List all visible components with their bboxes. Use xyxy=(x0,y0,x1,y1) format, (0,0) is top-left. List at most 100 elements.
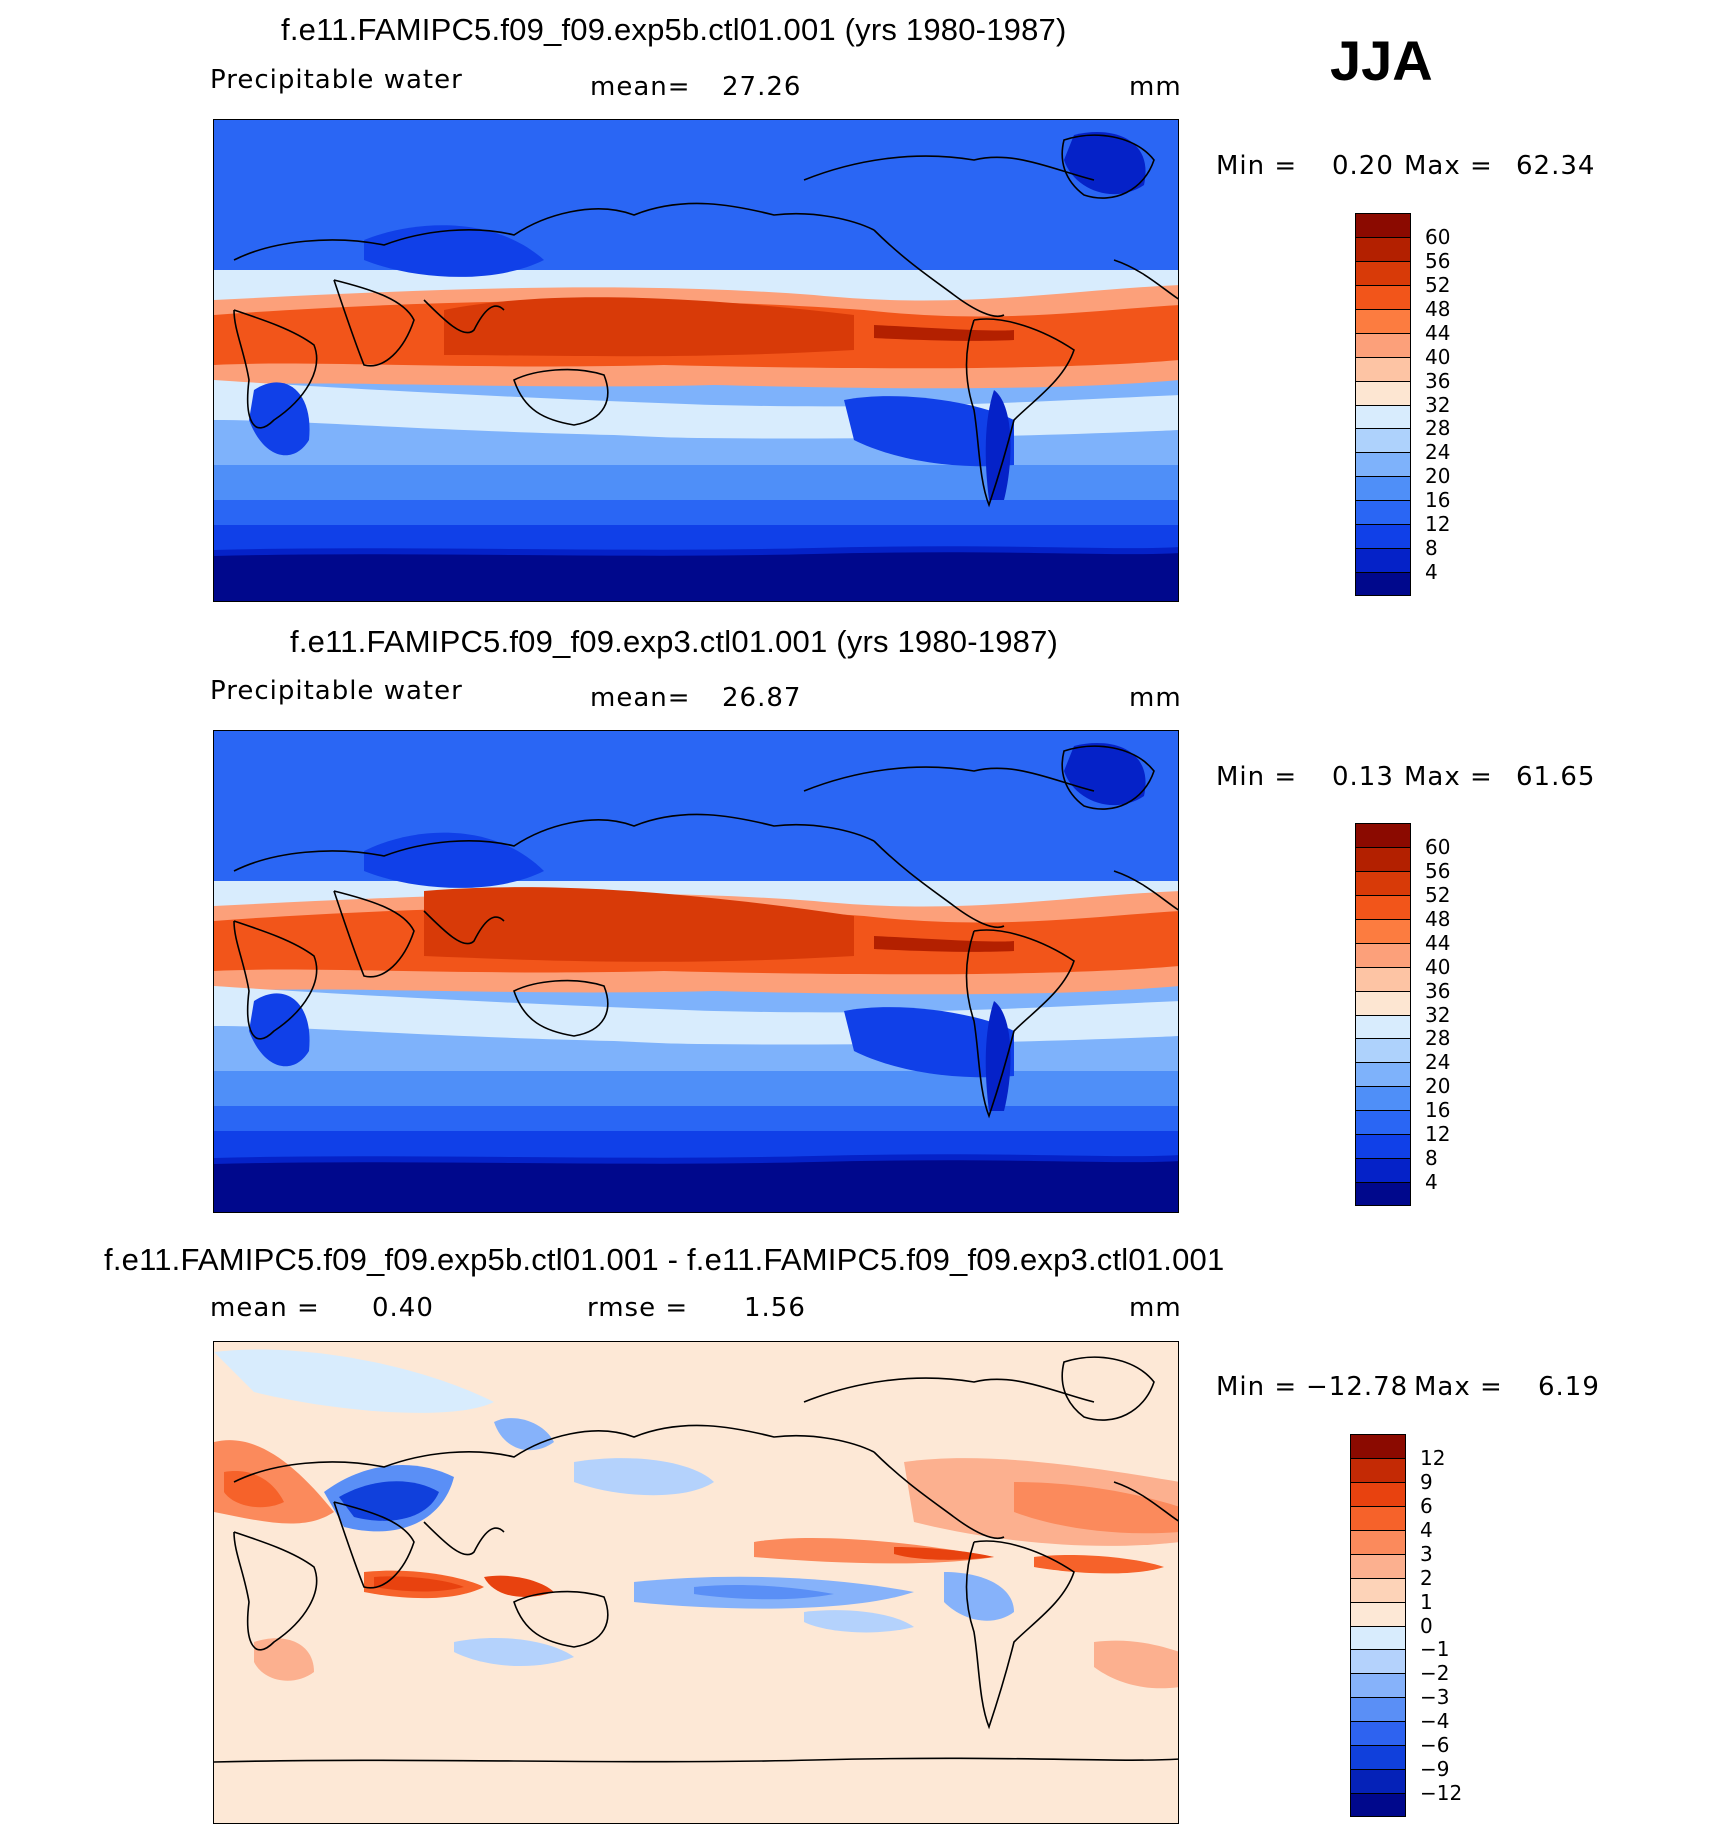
panel-2-mean-label: mean= xyxy=(590,683,691,713)
colorbar-tick-label: 16 xyxy=(1425,488,1451,513)
panel-3-min-label: Min = xyxy=(1216,1372,1298,1402)
panel-2-map xyxy=(213,730,1179,1213)
panel-2-title: f.e11.FAMIPC5.f09_f09.exp3.ctl01.001 (yr… xyxy=(290,624,1059,659)
colorbar-tick-label: −4 xyxy=(1420,1709,1450,1734)
colorbar-swatch xyxy=(1355,284,1411,310)
panel-2-min-label: Min = xyxy=(1216,762,1298,792)
colorbar-swatch xyxy=(1355,942,1411,968)
colorbar-swatch xyxy=(1355,236,1411,262)
colorbar-swatch xyxy=(1355,452,1411,477)
colorbar-tick-label: 20 xyxy=(1425,464,1451,489)
panel-2-max-value: 61.65 xyxy=(1516,762,1596,792)
colorbar-tick-label: 36 xyxy=(1425,368,1451,393)
colorbar-swatch xyxy=(1355,500,1411,525)
colorbar-swatch xyxy=(1350,1745,1406,1770)
colorbar-swatch xyxy=(1350,1697,1406,1722)
season-label: JJA xyxy=(1330,29,1433,92)
colorbar-swatch xyxy=(1355,1134,1411,1159)
panel-1-min-label: Min = xyxy=(1216,151,1298,181)
colorbar-swatch xyxy=(1350,1649,1406,1674)
colorbar-tick-label: 36 xyxy=(1425,978,1451,1003)
panel-1-max-label: Max = xyxy=(1404,151,1493,181)
colorbar-swatch xyxy=(1350,1673,1406,1698)
colorbar-tick-label: 60 xyxy=(1425,834,1451,859)
colorbar-tick-label: −1 xyxy=(1420,1637,1450,1662)
colorbar-swatch xyxy=(1355,524,1411,549)
panel-3-mean-label: mean = xyxy=(210,1293,320,1323)
colorbar-tick-label: 32 xyxy=(1425,392,1451,417)
colorbar-swatch xyxy=(1355,572,1411,596)
colorbar-swatch xyxy=(1355,894,1411,920)
colorbar-swatch xyxy=(1355,1086,1411,1111)
panel-3-title: f.e11.FAMIPC5.f09_f09.exp5b.ctl01.001 - … xyxy=(104,1242,1225,1277)
colorbar-swatch xyxy=(1355,548,1411,573)
colorbar-tick-label: 28 xyxy=(1425,1026,1451,1051)
colorbar-tick-label: −12 xyxy=(1420,1781,1463,1806)
colorbar-swatch xyxy=(1355,308,1411,334)
colorbar-tick-label: 8 xyxy=(1425,1146,1438,1171)
colorbar-swatch xyxy=(1350,1769,1406,1794)
panel-3-colorbar: 12 9 6 4 3 2 1 0 −1 −2 −3 −4 −6 −9 −12 xyxy=(1350,1434,1470,1817)
panel-2-variable: Precipitable water xyxy=(210,676,463,706)
colorbar-tick-label: 60 xyxy=(1425,224,1451,249)
panel-1-units: mm xyxy=(1129,72,1182,102)
panel-1-mean-label: mean= xyxy=(590,72,691,102)
colorbar-tick-label: 52 xyxy=(1425,272,1451,297)
colorbar-tick-label: 16 xyxy=(1425,1098,1451,1123)
colorbar-tick-label: 9 xyxy=(1420,1469,1433,1494)
colorbar-swatch xyxy=(1355,476,1411,501)
colorbar-swatch xyxy=(1355,870,1411,896)
colorbar-tick-label: 8 xyxy=(1425,536,1438,561)
colorbar-swatch xyxy=(1355,380,1411,405)
panel-2-max-label: Max = xyxy=(1404,762,1493,792)
colorbar-tick-label: −6 xyxy=(1420,1733,1450,1758)
panel-3-units: mm xyxy=(1129,1293,1182,1323)
colorbar-swatch xyxy=(1350,1434,1406,1459)
colorbar-swatch xyxy=(1355,966,1411,992)
colorbar-tick-label: −2 xyxy=(1420,1661,1450,1686)
colorbar-tick-label: 1 xyxy=(1420,1589,1433,1614)
panel-1-variable: Precipitable water xyxy=(210,65,463,95)
colorbar-swatch xyxy=(1350,1529,1406,1555)
colorbar-swatch xyxy=(1355,1182,1411,1206)
colorbar-swatch xyxy=(1350,1553,1406,1579)
colorbar-swatch xyxy=(1355,332,1411,358)
colorbar-tick-label: 12 xyxy=(1425,1122,1451,1147)
panel-1-title: f.e11.FAMIPC5.f09_f09.exp5b.ctl01.001 (y… xyxy=(281,12,1067,47)
colorbar-swatch xyxy=(1355,823,1411,848)
colorbar-swatch xyxy=(1355,1014,1411,1039)
colorbar-tick-label: 3 xyxy=(1420,1541,1433,1566)
colorbar-tick-label: 48 xyxy=(1425,296,1451,321)
colorbar-swatch xyxy=(1350,1457,1406,1483)
colorbar-swatch xyxy=(1355,260,1411,286)
colorbar-swatch xyxy=(1355,428,1411,453)
colorbar-tick-label: 28 xyxy=(1425,416,1451,441)
panel-3-map xyxy=(213,1341,1179,1824)
colorbar-tick-label: 12 xyxy=(1420,1445,1446,1470)
colorbar-tick-label: 4 xyxy=(1425,1170,1438,1195)
colorbar-tick-label: 56 xyxy=(1425,858,1451,883)
colorbar-tick-label: 20 xyxy=(1425,1074,1451,1099)
panel-3-mean-value: 0.40 xyxy=(372,1293,434,1323)
panel-1-map-plot xyxy=(214,120,1178,601)
panel-3-rmse-label: rmse = xyxy=(587,1293,689,1323)
colorbar-tick-label: 44 xyxy=(1425,320,1451,345)
colorbar-tick-label: 6 xyxy=(1420,1493,1433,1518)
colorbar-tick-label: −9 xyxy=(1420,1757,1450,1782)
colorbar-swatch xyxy=(1350,1577,1406,1603)
colorbar-tick-label: 0 xyxy=(1420,1613,1433,1638)
colorbar-swatch xyxy=(1355,1110,1411,1135)
panel-2-map-plot xyxy=(214,731,1178,1212)
colorbar-swatch xyxy=(1355,1158,1411,1183)
colorbar-tick-label: 40 xyxy=(1425,344,1451,369)
colorbar-swatch xyxy=(1350,1625,1406,1650)
colorbar-swatch xyxy=(1355,990,1411,1015)
panel-2-mean-value: 26.87 xyxy=(722,683,802,713)
colorbar-tick-label: 4 xyxy=(1425,560,1438,585)
panel-3-rmse-value: 1.56 xyxy=(744,1293,806,1323)
panel-1-map xyxy=(213,119,1179,602)
colorbar-tick-label: 32 xyxy=(1425,1002,1451,1027)
panel-1-mean-value: 27.26 xyxy=(722,72,802,102)
panel-1-max-value: 62.34 xyxy=(1516,151,1596,181)
panel-2-min-value: 0.13 xyxy=(1332,762,1394,792)
